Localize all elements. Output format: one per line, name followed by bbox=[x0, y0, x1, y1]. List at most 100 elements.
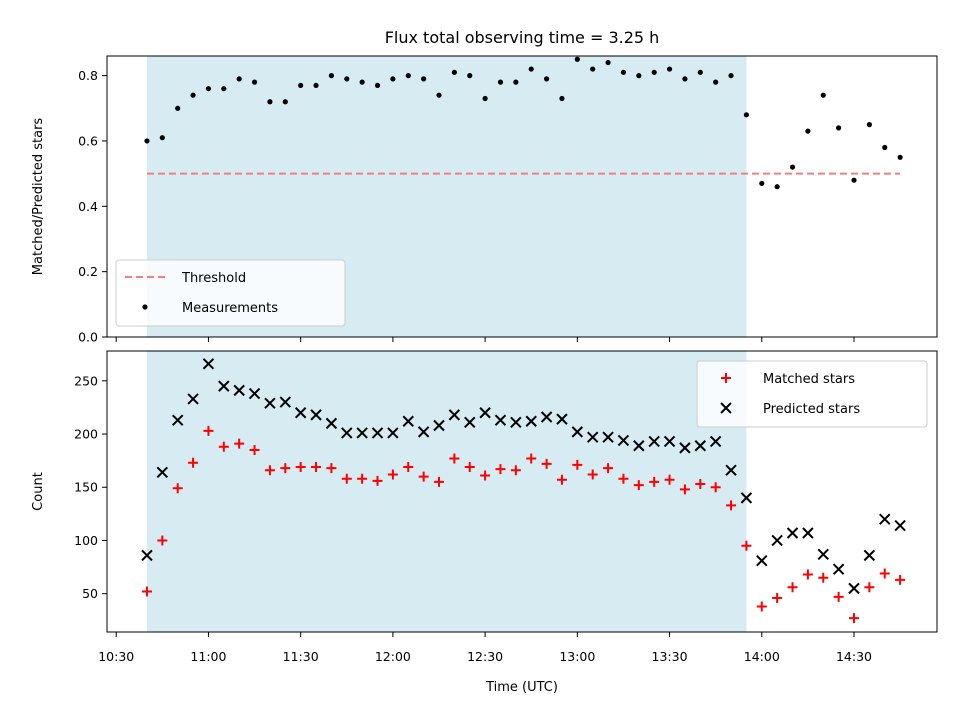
count-x-ticks: 10:30 11:00 11:30 12:00 12:30 13:00 13:30 14:00… bbox=[98, 632, 872, 664]
ratio-y-axis-label: Matched/Predicted stars bbox=[31, 118, 46, 276]
predicted-star-point bbox=[233, 384, 245, 397]
matched-star-point bbox=[772, 592, 783, 603]
measurement-point bbox=[390, 76, 396, 82]
predicted-star-point bbox=[586, 431, 599, 443]
y-tick-label: 150 bbox=[74, 480, 98, 495]
measurement-point bbox=[620, 69, 627, 75]
measurement-point bbox=[436, 92, 442, 98]
measurement-point bbox=[359, 79, 365, 85]
x-tick-label: 11:30 bbox=[283, 649, 319, 664]
legend-label: Threshold bbox=[181, 271, 246, 286]
matched-star-point bbox=[234, 438, 245, 449]
matched-star-point bbox=[280, 463, 291, 474]
measurement-point bbox=[728, 73, 734, 79]
legend-matched-swatch bbox=[721, 373, 731, 383]
legend-box bbox=[115, 259, 346, 327]
measurement-point bbox=[636, 73, 642, 79]
x-tick-label: 11:00 bbox=[190, 649, 226, 664]
predicted-star-point bbox=[264, 397, 276, 409]
measurement-point bbox=[451, 69, 457, 75]
count-y-axis-label: Count bbox=[31, 472, 46, 511]
legend-measurement-swatch bbox=[142, 304, 148, 310]
predicted-star-point bbox=[756, 554, 768, 567]
ratio-panel: 0.00.20.40.60.8 Matched/Predicted stars … bbox=[31, 55, 938, 345]
predicted-star-point bbox=[356, 427, 368, 439]
matched-star-point bbox=[203, 425, 214, 436]
predicted-star-point bbox=[402, 415, 414, 427]
measurement-point bbox=[651, 69, 657, 75]
predicted-star-point bbox=[879, 513, 891, 525]
matched-star-point bbox=[818, 572, 829, 583]
matched-star-point bbox=[387, 469, 398, 480]
matched-star-point bbox=[311, 462, 322, 473]
legend-label: Matched stars bbox=[763, 372, 855, 387]
measurement-point bbox=[851, 177, 857, 183]
predicted-star-point bbox=[387, 427, 399, 439]
measurement-point bbox=[820, 92, 826, 98]
measurement-point bbox=[374, 82, 381, 89]
x-tick-label: 10:30 bbox=[98, 649, 134, 664]
predicted-star-point bbox=[156, 466, 169, 479]
measurement-point bbox=[866, 122, 872, 128]
measurement-point bbox=[175, 105, 181, 111]
matched-star-point bbox=[434, 476, 444, 487]
measurement-point bbox=[543, 76, 550, 82]
predicted-star-point bbox=[341, 427, 353, 439]
x-axis-label: Time (UTC) bbox=[485, 680, 558, 695]
x-tick-label: 14:00 bbox=[744, 649, 780, 664]
predicted-star-point bbox=[325, 417, 338, 430]
predicted-star-point bbox=[510, 416, 522, 429]
matched-star-point bbox=[695, 479, 706, 490]
chart-title: Flux total observing time = 3.25 h bbox=[385, 28, 660, 47]
matched-star-point bbox=[464, 462, 475, 473]
measurement-point bbox=[144, 138, 150, 144]
measurement-point bbox=[313, 82, 319, 89]
predicted-star-point bbox=[171, 414, 184, 426]
measurement-point bbox=[759, 180, 765, 187]
matched-star-point bbox=[710, 482, 721, 493]
y-tick-label: 0.4 bbox=[78, 199, 98, 214]
predicted-star-point bbox=[448, 409, 461, 421]
predicted-star-point bbox=[633, 440, 645, 452]
matched-star-point bbox=[326, 463, 337, 474]
matched-star-point bbox=[372, 475, 383, 486]
predicted-star-point bbox=[371, 427, 384, 439]
matched-star-point bbox=[341, 473, 352, 484]
ratio-x-ticks bbox=[115, 337, 855, 342]
predicted-star-point bbox=[310, 409, 322, 421]
count-series-layer bbox=[141, 358, 906, 624]
measurement-point bbox=[897, 154, 903, 160]
matched-star-point bbox=[787, 582, 798, 593]
matched-star-point bbox=[403, 462, 414, 473]
predicted-star-point bbox=[571, 426, 584, 438]
predicted-star-point bbox=[602, 431, 614, 443]
matched-star-point bbox=[172, 483, 183, 494]
matched-star-point bbox=[726, 500, 737, 511]
matched-star-point bbox=[849, 613, 859, 624]
measurement-point bbox=[405, 73, 411, 79]
predicted-star-point bbox=[494, 414, 507, 426]
y-tick-label: 50 bbox=[82, 586, 98, 601]
ratio-series-layer bbox=[144, 56, 903, 190]
predicted-star-point bbox=[740, 492, 753, 504]
measurement-point bbox=[590, 66, 596, 72]
predicted-star-point bbox=[848, 582, 860, 595]
measurement-point bbox=[528, 66, 534, 72]
matched-star-point bbox=[480, 470, 491, 481]
measurement-point bbox=[574, 56, 580, 62]
observing-window-band bbox=[146, 351, 747, 632]
measurement-point bbox=[467, 73, 473, 79]
predicted-star-point bbox=[725, 464, 737, 476]
y-tick-label: 0.6 bbox=[78, 133, 98, 148]
predicted-star-point bbox=[187, 393, 199, 405]
matched-star-point bbox=[587, 469, 598, 480]
matched-star-point bbox=[541, 458, 552, 469]
measurement-point bbox=[513, 79, 519, 85]
predicted-star-point bbox=[294, 407, 307, 419]
measurement-point bbox=[205, 86, 212, 92]
matched-star-point bbox=[572, 459, 583, 470]
predicted-star-point bbox=[694, 440, 707, 452]
measurement-point bbox=[328, 73, 335, 79]
predicted-star-point bbox=[279, 396, 292, 408]
